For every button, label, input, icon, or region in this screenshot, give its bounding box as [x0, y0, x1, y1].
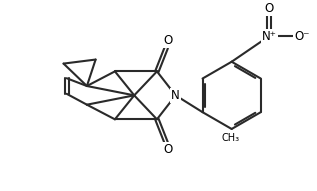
Text: O: O — [163, 143, 172, 156]
Text: O⁻: O⁻ — [294, 30, 309, 43]
Text: O: O — [163, 34, 172, 47]
Text: N: N — [171, 89, 180, 102]
Text: N⁺: N⁺ — [262, 30, 276, 43]
Text: O: O — [264, 2, 274, 15]
Text: CH₃: CH₃ — [221, 133, 239, 143]
